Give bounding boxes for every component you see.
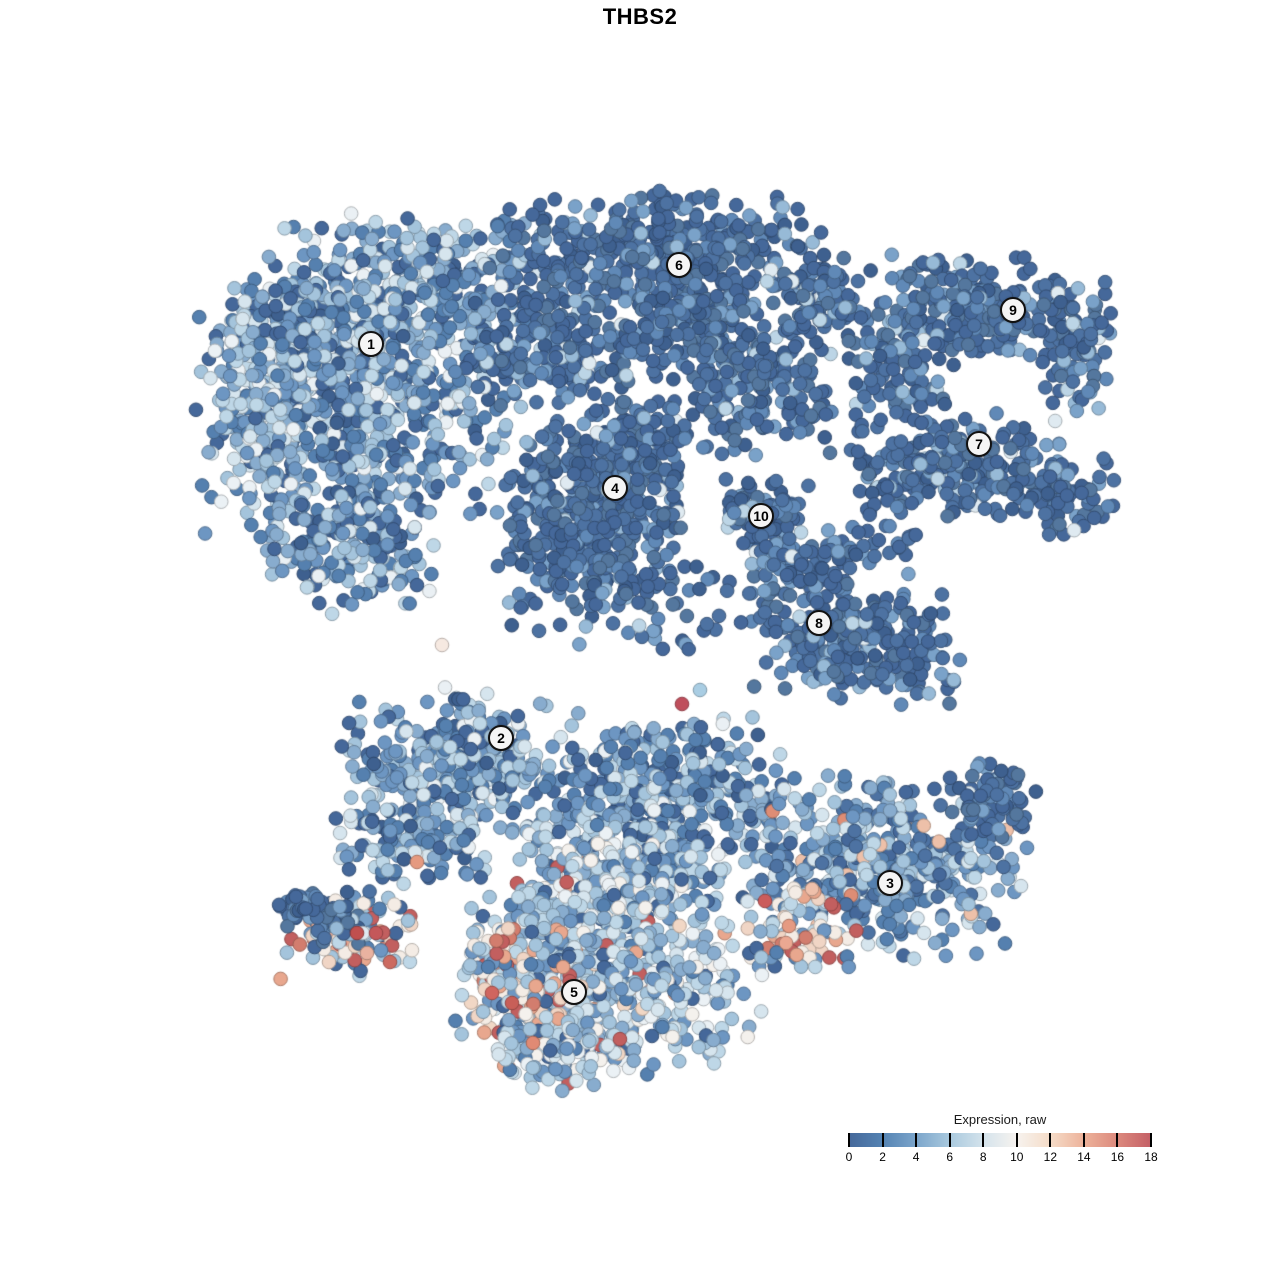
legend-tick-mark	[1049, 1133, 1052, 1147]
legend-tick-label: 18	[1144, 1150, 1158, 1164]
cluster-label-5: 5	[561, 979, 587, 1005]
cluster-label-3: 3	[877, 870, 903, 896]
legend-title: Expression, raw	[953, 1112, 1047, 1127]
cluster-label-9: 9	[1000, 297, 1026, 323]
legend-tick-mark	[1015, 1133, 1018, 1147]
legend-tick-mark	[915, 1133, 918, 1147]
legend-tick-label: 4	[912, 1150, 920, 1164]
legend-tick-label: 16	[1110, 1150, 1125, 1164]
legend-tick-mark	[848, 1133, 850, 1147]
legend-tick-mark	[1150, 1133, 1152, 1147]
cluster-label-6: 6	[666, 252, 692, 278]
cluster-label-4: 4	[602, 475, 628, 501]
legend-tick-label: 12	[1043, 1150, 1058, 1164]
legend-tick-mark	[881, 1133, 884, 1147]
legend-tick-label: 2	[879, 1150, 886, 1164]
cluster-label-1: 1	[358, 331, 384, 357]
legend-tick-label: 8	[979, 1150, 987, 1164]
legend-tick-mark	[1116, 1133, 1119, 1147]
legend-tick-mark	[982, 1133, 985, 1147]
cluster-label-2: 2	[488, 725, 514, 751]
legend-tick-label: 14	[1077, 1150, 1091, 1164]
legend-gradient-bar	[849, 1133, 1151, 1147]
legend-tick-mark	[948, 1133, 951, 1147]
legend-tick-label: 6	[946, 1150, 953, 1164]
cluster-label-10: 10	[748, 503, 774, 529]
legend-tick-label: 0	[845, 1150, 853, 1164]
cluster-label-8: 8	[806, 610, 832, 636]
cluster-label-7: 7	[966, 431, 992, 457]
legend-tick-label: 10	[1010, 1150, 1024, 1164]
legend-tick-mark	[1082, 1133, 1085, 1147]
